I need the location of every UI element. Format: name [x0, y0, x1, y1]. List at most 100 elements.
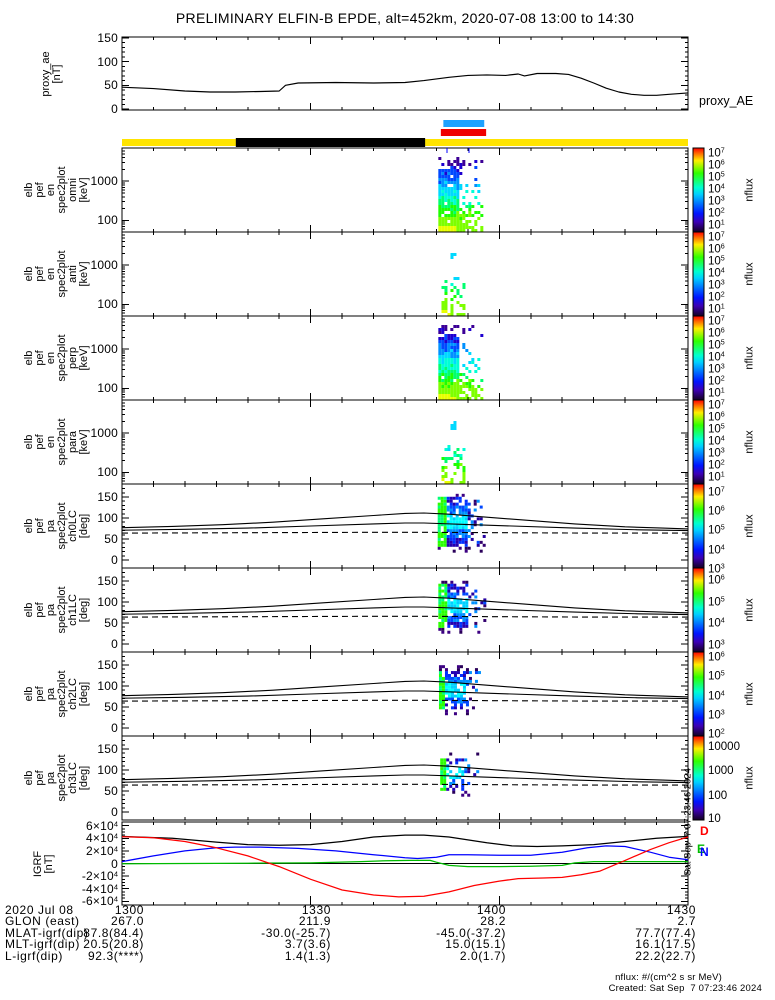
pa-ytick: 0	[111, 721, 118, 735]
ephemeris-value: 211.9	[298, 914, 331, 929]
survey-coverage-bar-black	[235, 138, 426, 147]
ephemeris-value: 15.0(15.1)	[445, 937, 506, 952]
ephemeris-row-label: GLON (east)	[5, 914, 80, 929]
colorbar-tick-omni: 105	[708, 170, 725, 184]
ephemeris-row-label: MLT-igrf(dip)	[5, 937, 80, 952]
ephemeris-value: 1430	[666, 903, 696, 917]
panel-en-spec-para	[121, 399, 689, 485]
colorbar-tick-omni: 107	[708, 146, 725, 160]
panel-pa-spec-ch2lc	[121, 651, 689, 737]
colorbar-tick-ch2lc: 105	[708, 670, 725, 683]
colorbar-tick-ch2lc: 104	[708, 689, 725, 702]
colorbar-tick-ch1lc: 105	[708, 595, 725, 608]
colorbar-ch3lc	[692, 735, 705, 821]
colorbar-para	[692, 399, 705, 485]
colorbar-tick-anti: 101	[708, 302, 725, 316]
pa-ytick: 150	[97, 658, 118, 672]
colorbar-ch1lc	[692, 567, 705, 653]
epd-interval-bar-blue	[443, 120, 485, 127]
ephemeris-value: 1.4(1.3)	[284, 948, 331, 963]
pa-ytick: 150	[97, 574, 118, 588]
ephemeris-row-label: L-igrf(dip)	[5, 948, 63, 963]
colorbar-tick-ch2lc: 103	[708, 708, 725, 722]
colorbar-tick-perp: 101	[708, 386, 725, 400]
ephemeris-value: 92.3(****)	[87, 948, 144, 963]
ephemeris-value: 1300	[114, 903, 144, 917]
colorbar-ch2lc	[692, 651, 705, 737]
en-ytick: 100	[97, 213, 118, 228]
colorbar-tick-para: 104	[708, 434, 725, 448]
colorbar-tick-ch3lc: 1000	[708, 765, 734, 778]
colorbar-tick-anti: 103	[708, 278, 725, 292]
ephemeris-value: 1400	[476, 903, 506, 917]
colorbar-tick-perp: 106	[708, 326, 725, 340]
colorbar-label-nflux: nflux	[743, 346, 756, 370]
ephemeris-value: 28.2	[480, 914, 506, 929]
igrf-series-tag-N: N	[700, 845, 709, 859]
colorbar-tick-para: 106	[708, 410, 725, 424]
epd-interval-bar-red	[440, 129, 487, 136]
colorbar-tick-perp: 105	[708, 338, 725, 352]
ephemeris-value: 77.7(77.4)	[635, 925, 696, 940]
colorbar-tick-para: 107	[708, 398, 725, 412]
igrf-ytick: -2×104	[81, 869, 118, 884]
colorbar-tick-omni: 103	[708, 194, 725, 208]
pa-ytick: 150	[97, 742, 118, 756]
colorbar-tick-ch3lc: 100	[708, 789, 728, 802]
colorbar-label-nflux: nflux	[743, 766, 756, 790]
igrf-ytick: 4×104	[86, 831, 118, 846]
en-ytick: 1000	[90, 174, 118, 189]
colorbar-label-nflux: nflux	[743, 262, 756, 286]
pa-ytick: 50	[104, 616, 118, 630]
colorbar-tick-ch1lc: 106	[708, 573, 725, 586]
en-spec-ylabel-omni: elb pef en spec2plot omni [keV]	[23, 166, 90, 214]
ephemeris-value: 87.8(84.4)	[83, 925, 144, 940]
colorbar-tick-ch3lc: 10	[708, 813, 721, 826]
ephemeris-value: 267.0	[110, 914, 144, 929]
nflux-units-note: nflux: #/(cm^2 s sr MeV)	[615, 972, 722, 983]
ephemeris-value: -45.0(-37.2)	[436, 925, 506, 940]
igrf-ytick: 0	[111, 856, 118, 871]
ephemeris-value: 2.7	[677, 914, 696, 929]
colorbar-tick-para: 102	[708, 458, 725, 472]
panel-pa-spec-ch3lc	[121, 735, 689, 821]
colorbar-tick-ch1lc: 103	[708, 638, 725, 652]
colorbar-tick-omni: 102	[708, 206, 725, 220]
colorbar-omni	[692, 147, 705, 233]
pa-spec-ylabel-ch1lc: elb pef pa spec2plot ch1LC [deg]	[23, 586, 90, 634]
proxy-ae-ytick: 100	[97, 54, 118, 69]
colorbar-tick-perp: 107	[708, 314, 725, 328]
en-ytick: 1000	[90, 426, 118, 441]
colorbar-tick-anti: 102	[708, 290, 725, 304]
colorbar-tick-anti: 105	[708, 254, 725, 268]
colorbar-label-nflux: nflux	[743, 430, 756, 454]
panel-pa-spec-ch0lc	[121, 483, 689, 569]
pa-spec-ylabel-ch2lc: elb pef pa spec2plot ch2LC [deg]	[23, 670, 90, 718]
panel-en-spec-perp	[121, 315, 689, 401]
pa-ytick: 100	[97, 595, 118, 609]
ephemeris-value: -30.0(-25.7)	[261, 925, 331, 940]
colorbar-tick-ch2lc: 102	[708, 727, 725, 741]
en-ytick: 100	[97, 297, 118, 312]
proxy-ae-ylabel: proxy_ae [nT]	[40, 50, 63, 97]
panel-igrf	[121, 821, 689, 906]
en-ytick: 100	[97, 465, 118, 480]
igrf-ytick: -6×104	[81, 894, 118, 909]
igrf-ylabel: IGRF [nT]	[32, 850, 55, 877]
en-spec-ylabel-perp: elb pef en spec2plot perp [keV]	[23, 334, 90, 382]
en-spec-ylabel-anti: elb pef en spec2plot anti [keV]	[23, 250, 90, 298]
colorbar-tick-ch0lc: 106	[708, 504, 725, 518]
ephemeris-value: 2.0(1.7)	[459, 948, 506, 963]
ephemeris-row-label: MLAT-igrf(dip)	[5, 925, 89, 940]
pa-ytick: 100	[97, 679, 118, 693]
en-spec-ylabel-para: elb pef en spec2plot para [keV]	[23, 418, 90, 466]
pa-ytick: 50	[104, 532, 118, 546]
panel-en-spec-omni	[121, 147, 689, 233]
proxy-ae-ytick: 50	[104, 78, 118, 93]
colorbar-tick-omni: 106	[708, 158, 725, 172]
colorbar-tick-anti: 107	[708, 230, 725, 244]
ephemeris-value: 20.5(20.8)	[83, 937, 144, 952]
colorbar-label-nflux: nflux	[743, 514, 756, 538]
ephemeris-value: 3.7(3.6)	[284, 937, 331, 952]
